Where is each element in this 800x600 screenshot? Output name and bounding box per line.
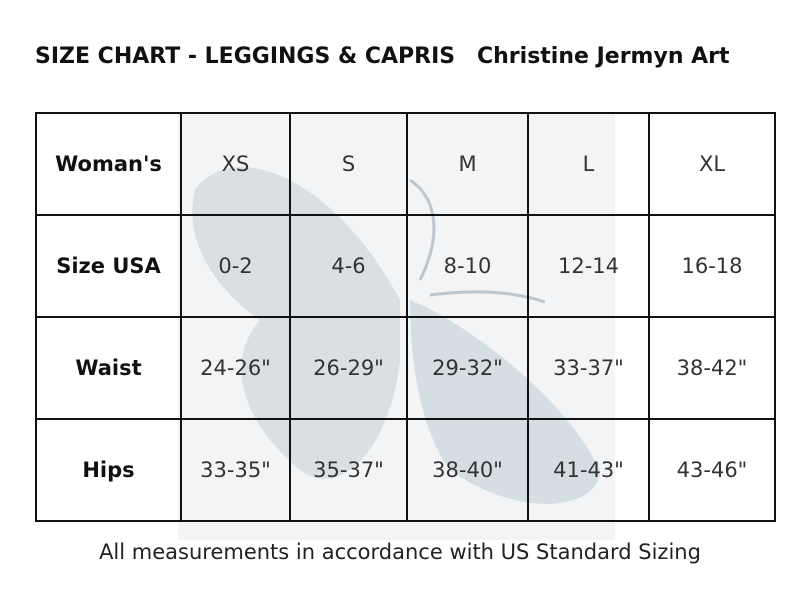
table-cell: 12-14 <box>527 214 650 318</box>
table-cell: L <box>527 112 650 216</box>
table-row: Hips 33-35" 35-37" 38-40" 41-43" 43-46" <box>35 418 776 522</box>
table-cell: 43-46" <box>648 418 776 522</box>
table-cell: 8-10 <box>406 214 529 318</box>
table-cell: 35-37" <box>289 418 408 522</box>
row-header: Waist <box>35 316 182 420</box>
row-header: Size USA <box>35 214 182 318</box>
table-cell: 33-37" <box>527 316 650 420</box>
brand: Christine Jermyn Art <box>477 44 730 69</box>
table-cell: 4-6 <box>289 214 408 318</box>
table-cell: 0-2 <box>180 214 291 318</box>
title: SIZE CHART - LEGGINGS & CAPRIS <box>35 44 456 69</box>
table-row: Woman's XS S M L XL <box>35 112 776 216</box>
table-cell: XL <box>648 112 776 216</box>
table-cell: 38-42" <box>648 316 776 420</box>
table-row: Size USA 0-2 4-6 8-10 12-14 16-18 <box>35 214 776 318</box>
table-cell: 33-35" <box>180 418 291 522</box>
row-header: Woman's <box>35 112 182 216</box>
table-cell: 38-40" <box>406 418 529 522</box>
table-cell: 26-29" <box>289 316 408 420</box>
table-cell: M <box>406 112 529 216</box>
footer-note: All measurements in accordance with US S… <box>99 540 701 564</box>
table-cell: 24-26" <box>180 316 291 420</box>
table-cell: 29-32" <box>406 316 529 420</box>
table-cell: XS <box>180 112 291 216</box>
table-cell: S <box>289 112 408 216</box>
row-header: Hips <box>35 418 182 522</box>
size-table: Woman's XS S M L XL Size USA 0-2 4-6 8-10 12-14 16-… <box>35 112 776 522</box>
table-cell: 16-18 <box>648 214 776 318</box>
table-row: Waist 24-26" 26-29" 29-32" 33-37" 38-42" <box>35 316 776 420</box>
table-cell: 41-43" <box>527 418 650 522</box>
